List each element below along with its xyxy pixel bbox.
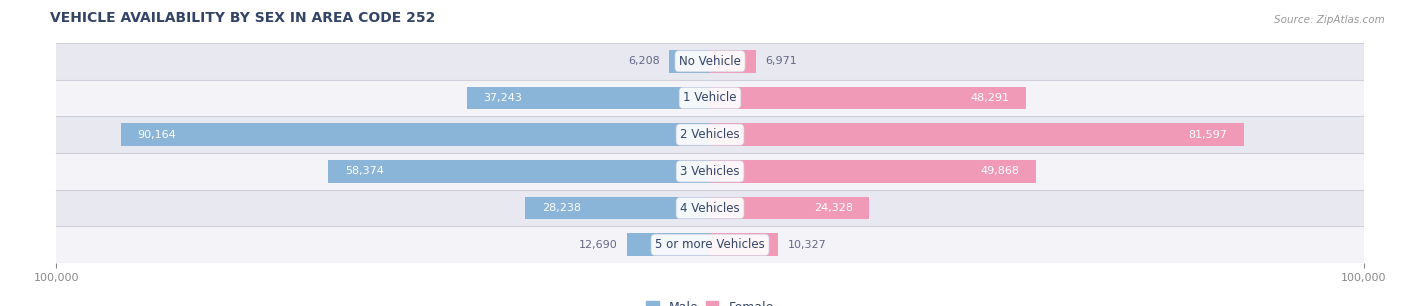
Bar bbox=[329, 160, 710, 183]
Legend: Male, Female: Male, Female bbox=[641, 296, 779, 306]
Text: 24,328: 24,328 bbox=[814, 203, 853, 213]
Bar bbox=[56, 43, 1364, 80]
Text: 81,597: 81,597 bbox=[1188, 130, 1227, 140]
Text: 90,164: 90,164 bbox=[136, 130, 176, 140]
Text: 12,690: 12,690 bbox=[578, 240, 617, 250]
Text: 49,868: 49,868 bbox=[981, 166, 1019, 176]
Bar bbox=[526, 197, 710, 219]
Text: 28,238: 28,238 bbox=[541, 203, 581, 213]
Text: 6,971: 6,971 bbox=[765, 56, 797, 66]
Bar bbox=[710, 160, 1036, 183]
Text: No Vehicle: No Vehicle bbox=[679, 55, 741, 68]
Text: 37,243: 37,243 bbox=[482, 93, 522, 103]
Text: 48,291: 48,291 bbox=[970, 93, 1010, 103]
Text: 4 Vehicles: 4 Vehicles bbox=[681, 202, 740, 215]
Text: Source: ZipAtlas.com: Source: ZipAtlas.com bbox=[1274, 15, 1385, 25]
Text: 6,208: 6,208 bbox=[628, 56, 659, 66]
Text: 58,374: 58,374 bbox=[344, 166, 384, 176]
Bar bbox=[710, 123, 1243, 146]
Bar bbox=[467, 87, 710, 109]
Text: VEHICLE AVAILABILITY BY SEX IN AREA CODE 252: VEHICLE AVAILABILITY BY SEX IN AREA CODE… bbox=[49, 11, 434, 25]
Bar bbox=[627, 233, 710, 256]
Bar bbox=[710, 50, 755, 73]
Text: 2 Vehicles: 2 Vehicles bbox=[681, 128, 740, 141]
Bar bbox=[669, 50, 710, 73]
Bar bbox=[56, 153, 1364, 190]
Text: 3 Vehicles: 3 Vehicles bbox=[681, 165, 740, 178]
Bar bbox=[710, 87, 1026, 109]
Text: 5 or more Vehicles: 5 or more Vehicles bbox=[655, 238, 765, 251]
Bar bbox=[56, 116, 1364, 153]
Text: 10,327: 10,327 bbox=[787, 240, 827, 250]
Bar bbox=[710, 197, 869, 219]
Bar bbox=[56, 80, 1364, 116]
Bar bbox=[121, 123, 710, 146]
Text: 1 Vehicle: 1 Vehicle bbox=[683, 91, 737, 104]
Bar bbox=[56, 226, 1364, 263]
Bar bbox=[710, 233, 778, 256]
Bar bbox=[56, 190, 1364, 226]
